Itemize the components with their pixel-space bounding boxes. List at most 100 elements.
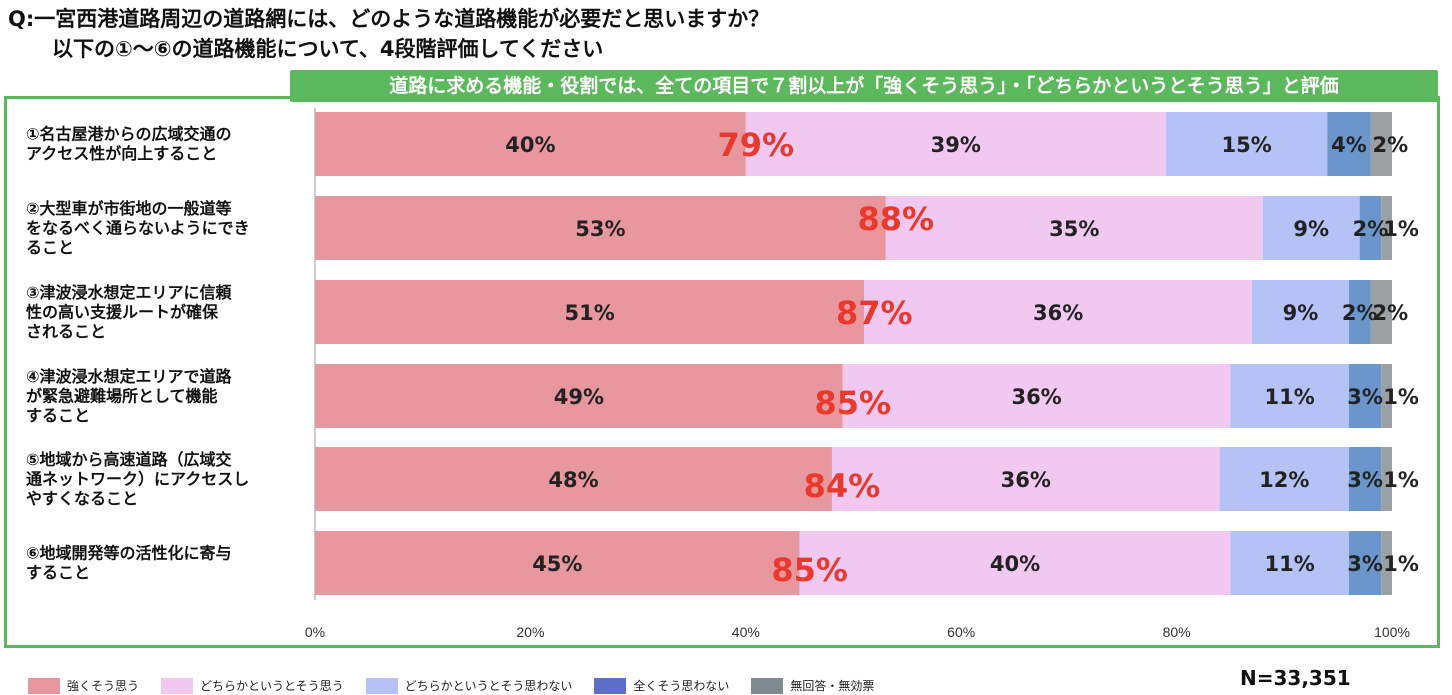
bar-segment <box>315 447 832 511</box>
data-label: 2% <box>1372 301 1408 325</box>
combined-percent-label: 85% <box>771 551 848 589</box>
category-label: ③津波浸水想定エリアに信頼 <box>26 283 233 302</box>
bar-segment <box>1165 112 1328 176</box>
bar-segment <box>1219 447 1349 511</box>
x-tick-label: 0% <box>305 624 325 640</box>
category-label: やすくなること <box>26 489 138 508</box>
bar-segment <box>1348 531 1382 595</box>
bar-segment <box>315 531 800 595</box>
legend-label: どちらかというとそう思う <box>200 679 344 693</box>
x-tick-label: 40% <box>732 624 760 640</box>
data-label: 39% <box>931 133 981 157</box>
bar-segment <box>1251 280 1349 344</box>
data-label: 3% <box>1347 468 1383 492</box>
data-label: 15% <box>1221 133 1271 157</box>
data-label: 48% <box>548 468 598 492</box>
legend-label: 全くそう思わない <box>633 679 730 693</box>
bar-segment <box>885 196 1263 260</box>
category-label: されること <box>26 322 106 341</box>
category-label: ⑤地域から高速道路（広域交 <box>26 450 232 469</box>
bar-segment <box>1327 112 1371 176</box>
legend-item: 無回答・無効票 <box>751 677 874 694</box>
data-label: 51% <box>565 301 615 325</box>
x-tick-label: 100% <box>1374 624 1410 640</box>
bar-segment <box>1262 196 1360 260</box>
bar-segment <box>1348 364 1382 428</box>
bar-segment <box>1381 531 1392 595</box>
category-label: アクセス性が向上すること <box>26 144 217 163</box>
combined-percent-label: 84% <box>804 467 881 505</box>
x-tick-label: 80% <box>1163 624 1191 640</box>
bar-segment <box>1359 196 1382 260</box>
legend-item: どちらかというとそう思う <box>161 677 344 694</box>
legend-item: どちらかというとそう思わない <box>365 677 573 694</box>
combined-percent-label: 88% <box>858 200 935 238</box>
bar-segment <box>315 280 865 344</box>
data-label: 12% <box>1259 468 1309 492</box>
data-label: 36% <box>1011 385 1061 409</box>
category-label: ②大型車が市街地の一般道等 <box>26 199 232 218</box>
legend-swatch <box>161 677 194 694</box>
category-label: すること <box>26 563 90 582</box>
category-label: ること <box>26 238 74 257</box>
data-label: 11% <box>1265 385 1315 409</box>
bar-segment <box>745 112 1166 176</box>
data-label: 49% <box>554 385 604 409</box>
data-label: 53% <box>575 217 625 241</box>
bar-segment <box>1348 280 1371 344</box>
data-label: 36% <box>1033 301 1083 325</box>
x-tick-label: 60% <box>947 624 975 640</box>
legend-label: どちらかというとそう思わない <box>404 679 573 693</box>
legend-item: 強くそう思う <box>28 677 139 694</box>
legend-swatch <box>594 677 627 694</box>
data-label: 2% <box>1342 301 1378 325</box>
data-label: 35% <box>1049 217 1099 241</box>
bar-segment <box>831 447 1220 511</box>
data-label: 3% <box>1347 552 1383 576</box>
category-label: が緊急避難場所として機能 <box>26 386 218 405</box>
data-label: 1% <box>1383 468 1419 492</box>
data-label: 45% <box>532 552 582 576</box>
data-label: 40% <box>990 552 1040 576</box>
question-line-1: Q:一宮西港道路周辺の道路網には、どのような道路機能が必要だと思いますか？ <box>8 7 770 31</box>
data-label: 1% <box>1383 552 1419 576</box>
category-label: ④津波浸水想定エリアで道路 <box>26 367 233 386</box>
legend-swatch <box>28 677 60 694</box>
data-label: 9% <box>1293 217 1329 241</box>
category-label: ①名古屋港からの広域交通の <box>26 125 232 144</box>
data-label: 36% <box>1001 468 1051 492</box>
combined-percent-label: 87% <box>836 294 913 332</box>
bar-segment <box>842 364 1231 428</box>
question-line-2: 以下の①～⑥の道路機能について、4段階評価してください <box>52 37 604 61</box>
legend-swatch <box>365 677 398 694</box>
bar-segment <box>1230 531 1349 595</box>
category-label: すること <box>26 406 90 425</box>
data-label: 40% <box>505 133 555 157</box>
data-label: 3% <box>1347 385 1383 409</box>
data-label: 11% <box>1265 552 1315 576</box>
bar-segment <box>1370 112 1392 176</box>
bar-segment <box>1381 447 1392 511</box>
data-label: 2% <box>1353 217 1389 241</box>
legend-swatch <box>751 677 784 694</box>
bar-segment <box>1381 196 1392 260</box>
bar-segment <box>864 280 1252 344</box>
question-title: Q:一宮西港道路周辺の道路網には、どのような道路機能が必要だと思いますか？ 以下… <box>8 4 1208 64</box>
category-label: をなるべく通らないようにでき <box>26 218 250 237</box>
bar-segment <box>1370 280 1392 344</box>
legend-label: 無回答・無効票 <box>790 679 875 693</box>
sample-size: N=33,351 <box>1240 666 1351 690</box>
category-label: 通ネットワーク）にアクセスし <box>26 469 249 488</box>
data-label: 4% <box>1331 133 1367 157</box>
bar-segment <box>1381 364 1392 428</box>
category-label: 性の高い支援ルートが確保 <box>26 302 219 321</box>
combined-percent-label: 79% <box>718 126 795 164</box>
legend-item: 全くそう思わない <box>594 677 729 694</box>
x-tick-label: 20% <box>516 624 544 640</box>
legend-label: 強くそう思う <box>67 679 140 693</box>
data-label: 1% <box>1383 385 1419 409</box>
data-label: 1% <box>1383 217 1419 241</box>
data-label: 2% <box>1372 133 1408 157</box>
chart-legend: 強くそう思う どちらかというとそう思う どちらかというとそう思わない 全くそう思わない… <box>28 676 896 695</box>
